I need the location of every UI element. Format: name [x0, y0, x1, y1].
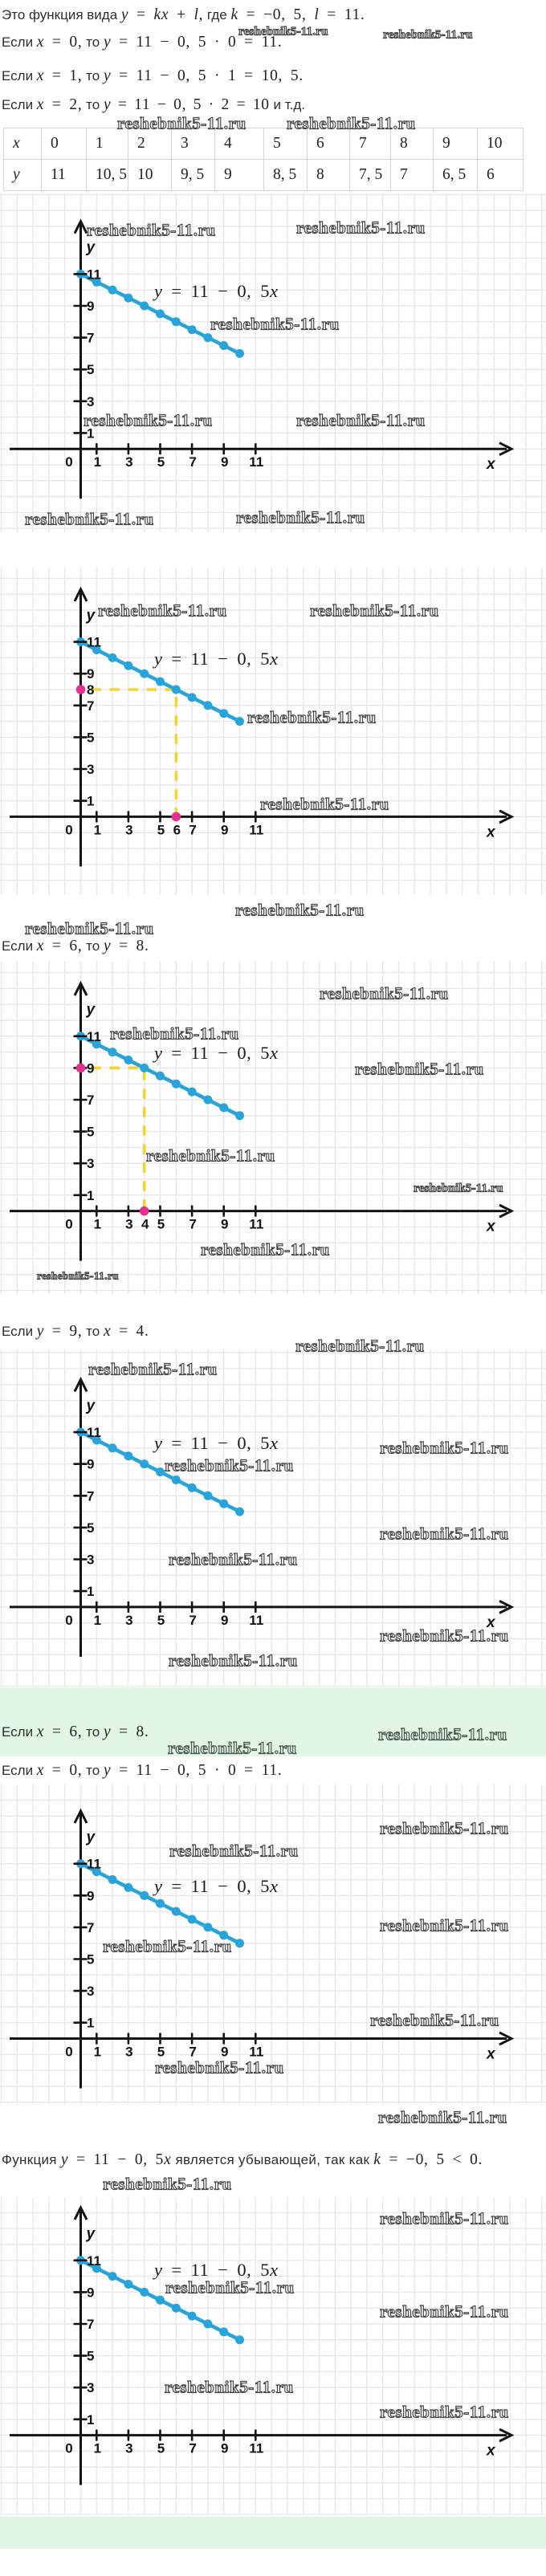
svg-text:3: 3 — [125, 454, 132, 470]
svg-text:1: 1 — [87, 1188, 94, 1203]
svg-text:11: 11 — [249, 454, 263, 470]
svg-text:y: y — [86, 1398, 96, 1414]
svg-text:7: 7 — [189, 1217, 196, 1232]
svg-text:0: 0 — [65, 2045, 72, 2060]
svg-text:11: 11 — [87, 267, 101, 282]
svg-text:x: x — [486, 1614, 496, 1631]
svg-text:4: 4 — [141, 1217, 149, 1232]
svg-text:11: 11 — [249, 1217, 263, 1232]
svg-text:7: 7 — [87, 1488, 94, 1504]
svg-text:6: 6 — [173, 822, 181, 837]
svg-text:1: 1 — [87, 425, 94, 441]
svg-text:5: 5 — [157, 1217, 165, 1232]
svg-text:3: 3 — [125, 2045, 132, 2060]
svg-text:11: 11 — [249, 2441, 263, 2456]
svg-text:3: 3 — [125, 1217, 132, 1232]
svg-text:5: 5 — [87, 1520, 94, 1536]
svg-text:1: 1 — [94, 2441, 101, 2456]
svg-text:y: y — [86, 2226, 96, 2243]
svg-text:5: 5 — [87, 362, 94, 377]
svg-text:9: 9 — [87, 1457, 94, 1472]
svg-text:1: 1 — [94, 822, 101, 837]
svg-text:3: 3 — [125, 822, 132, 837]
svg-text:11: 11 — [249, 2045, 263, 2060]
svg-text:11: 11 — [87, 1857, 101, 1872]
svg-text:11: 11 — [87, 635, 101, 650]
svg-text:5: 5 — [157, 454, 165, 470]
svg-text:9: 9 — [221, 2441, 228, 2456]
svg-text:3: 3 — [87, 394, 94, 409]
svg-text:7: 7 — [189, 2045, 196, 2060]
svg-text:x: x — [486, 2443, 496, 2460]
svg-text:5: 5 — [87, 730, 94, 745]
svg-text:1: 1 — [87, 2412, 94, 2427]
svg-text:9: 9 — [221, 1613, 228, 1628]
svg-text:1: 1 — [94, 1217, 101, 1232]
svg-text:7: 7 — [189, 454, 196, 470]
svg-text:1: 1 — [87, 2016, 94, 2031]
svg-text:9: 9 — [221, 1217, 228, 1232]
svg-text:11: 11 — [87, 1029, 101, 1044]
svg-text:7: 7 — [87, 331, 94, 346]
svg-text:7: 7 — [189, 2441, 196, 2456]
svg-text:1: 1 — [94, 1613, 101, 1628]
svg-text:11: 11 — [249, 1613, 263, 1628]
svg-text:9: 9 — [87, 2285, 94, 2300]
svg-text:5: 5 — [87, 1125, 94, 1140]
svg-text:y: y — [86, 607, 96, 624]
svg-text:0: 0 — [65, 822, 72, 837]
svg-text:7: 7 — [189, 1613, 196, 1628]
svg-text:3: 3 — [87, 1984, 94, 1999]
svg-text:1: 1 — [87, 1584, 94, 1599]
svg-text:0: 0 — [65, 1613, 72, 1628]
svg-text:7: 7 — [189, 822, 196, 837]
svg-text:9: 9 — [87, 1060, 94, 1076]
svg-text:5: 5 — [157, 2441, 165, 2456]
svg-text:3: 3 — [125, 2441, 132, 2456]
svg-text:y: y — [86, 239, 96, 256]
svg-text:3: 3 — [125, 1613, 132, 1628]
svg-text:7: 7 — [87, 1920, 94, 1935]
svg-text:3: 3 — [87, 1156, 94, 1171]
svg-text:1: 1 — [94, 454, 101, 470]
svg-text:3: 3 — [87, 1553, 94, 1568]
svg-text:1: 1 — [87, 794, 94, 809]
svg-text:5: 5 — [157, 1613, 165, 1628]
svg-text:5: 5 — [87, 2349, 94, 2364]
svg-text:9: 9 — [221, 822, 228, 837]
svg-text:3: 3 — [87, 2380, 94, 2395]
svg-text:7: 7 — [87, 2317, 94, 2332]
svg-text:9: 9 — [221, 454, 228, 470]
svg-text:0: 0 — [65, 1217, 72, 1232]
svg-text:9: 9 — [87, 1888, 94, 1903]
svg-text:5: 5 — [157, 2045, 165, 2060]
svg-text:x: x — [486, 2046, 496, 2063]
svg-text:7: 7 — [87, 1093, 94, 1108]
svg-text:0: 0 — [65, 2441, 72, 2456]
svg-text:5: 5 — [87, 1952, 94, 1968]
svg-text:9: 9 — [87, 666, 94, 682]
svg-text:9: 9 — [87, 299, 94, 314]
svg-text:x: x — [486, 824, 496, 840]
svg-text:9: 9 — [221, 2045, 228, 2060]
svg-text:5: 5 — [157, 822, 165, 837]
svg-text:x: x — [486, 456, 496, 473]
svg-text:3: 3 — [87, 762, 94, 777]
svg-text:x: x — [486, 1219, 496, 1235]
svg-text:0: 0 — [65, 454, 72, 470]
svg-text:11: 11 — [87, 2253, 101, 2269]
svg-text:7: 7 — [87, 698, 94, 714]
svg-text:11: 11 — [87, 1425, 101, 1440]
svg-text:y: y — [86, 1829, 96, 1846]
svg-text:y: y — [86, 1002, 96, 1019]
svg-text:8: 8 — [87, 682, 94, 698]
svg-text:11: 11 — [249, 822, 263, 837]
svg-text:1: 1 — [94, 2045, 101, 2060]
